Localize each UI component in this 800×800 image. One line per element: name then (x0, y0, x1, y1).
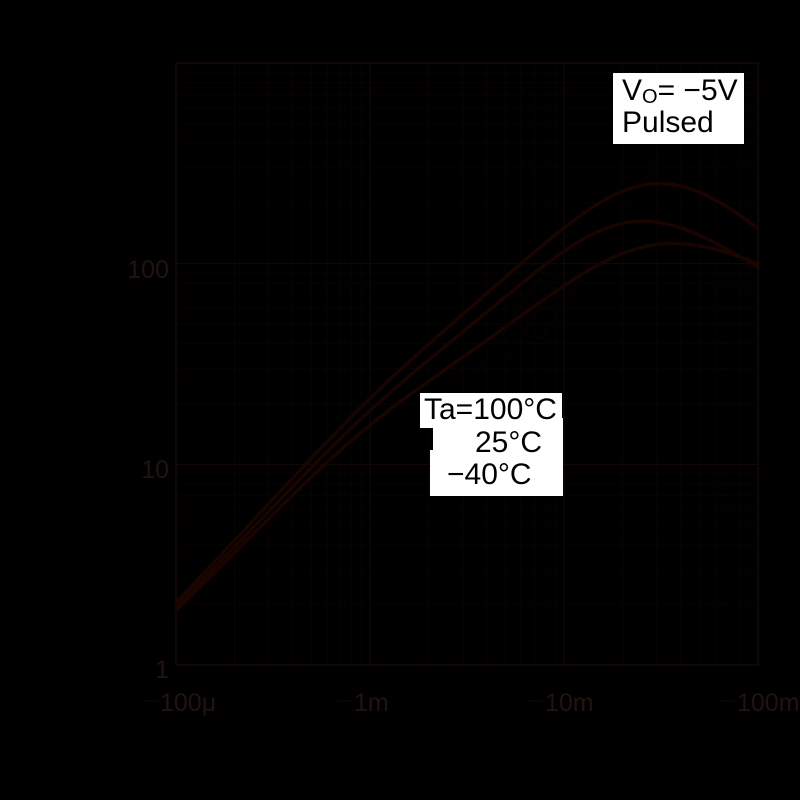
svg-text:Ta=100°C: Ta=100°C (424, 393, 557, 426)
svg-text:25°C: 25°C (475, 426, 542, 459)
svg-text:10: 10 (141, 456, 169, 484)
svg-text:100m: 100m (737, 689, 800, 717)
svg-text:100: 100 (127, 256, 169, 284)
svg-text:1m: 1m (354, 689, 389, 717)
svg-text:VO= −5V: VO= −5V (622, 74, 738, 108)
svg-text:10m: 10m (545, 689, 594, 717)
svg-text:Pulsed: Pulsed (622, 106, 714, 139)
svg-text:1: 1 (155, 656, 169, 684)
svg-text:100μ: 100μ (160, 689, 216, 717)
svg-text:−40°C: −40°C (447, 458, 532, 491)
